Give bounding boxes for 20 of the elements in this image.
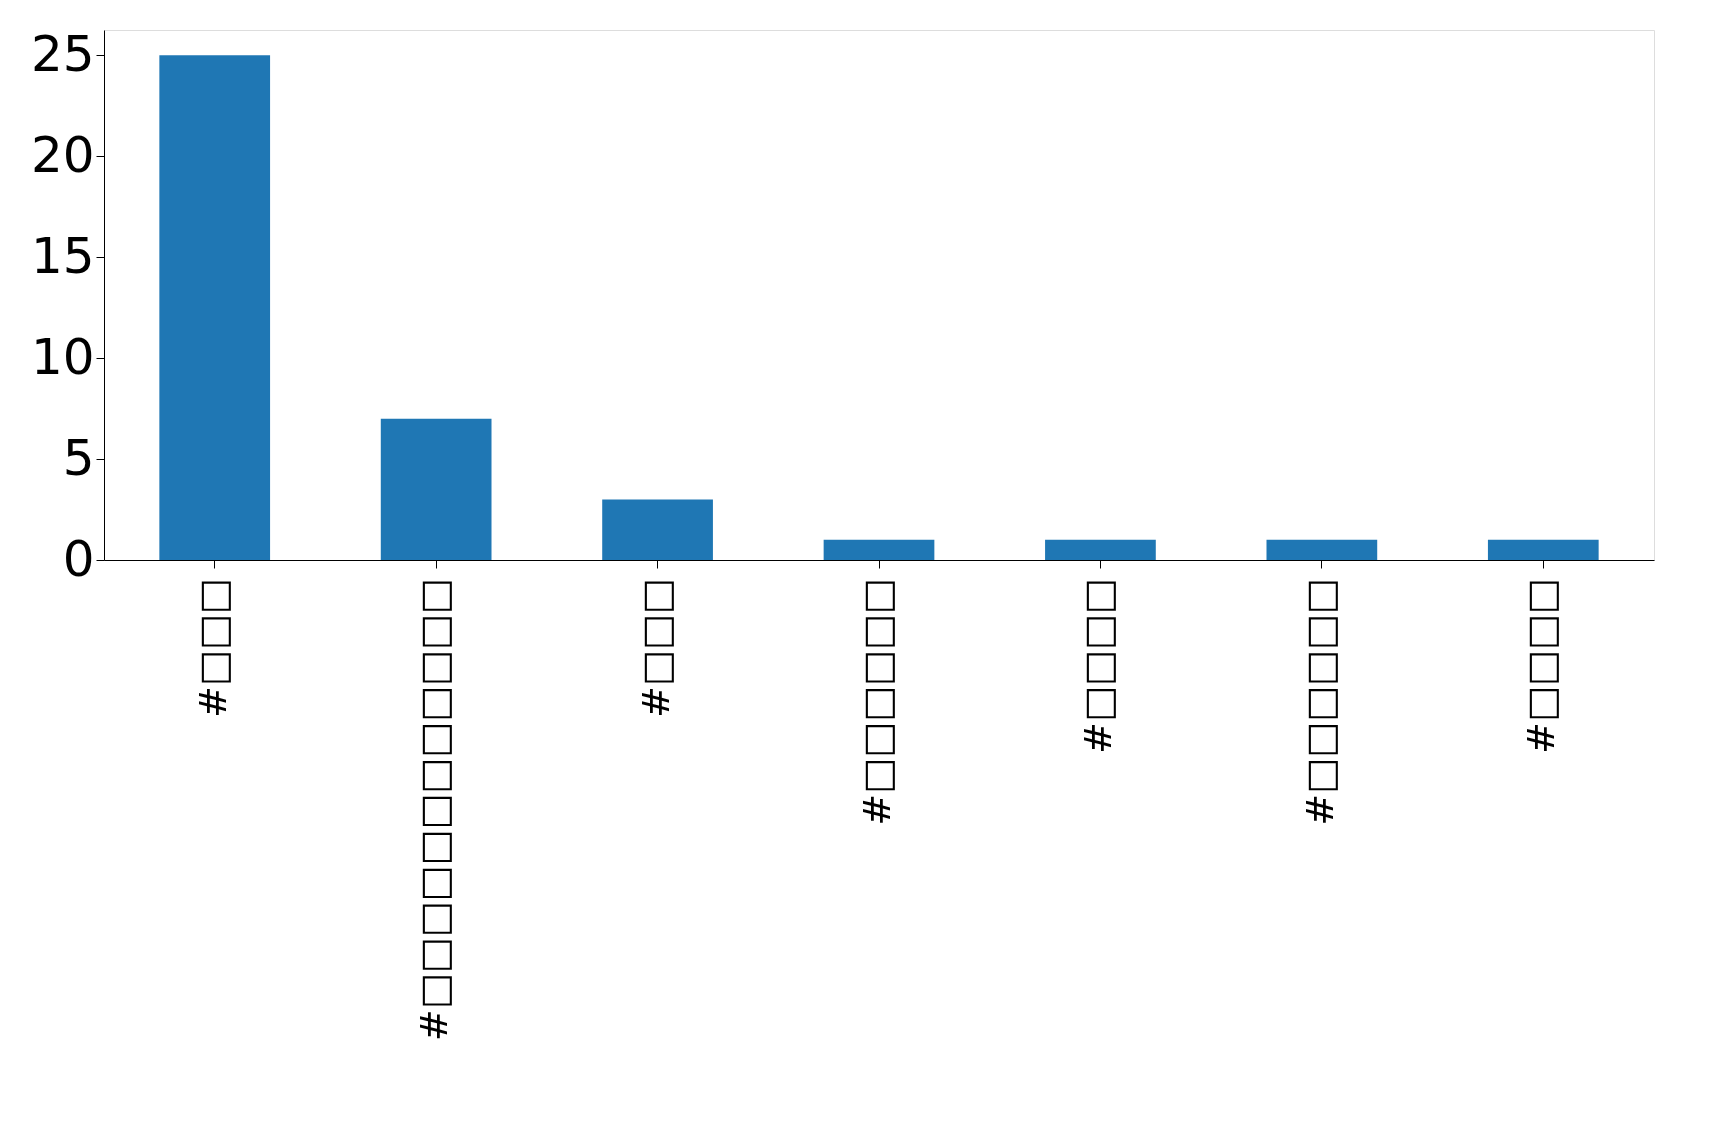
x-tick-label: #□□□□□□ [1297,578,1342,826]
x-tick-label: #□□□□□□□□□□□□ [412,578,457,1042]
y-tick-label: 15 [30,226,95,285]
y-tick-label: 5 [62,428,95,487]
x-tick-label: #□□□ [633,578,678,719]
bar [823,539,935,560]
x-tick-label: #□□□□□□ [855,578,899,826]
y-tick-label: 0 [62,529,95,588]
bar [1266,539,1378,560]
y-tick-label: 10 [30,327,95,386]
y-tick-label: 25 [30,24,95,83]
y-tick-label: 20 [30,125,95,184]
x-tick-label: #□□□ [190,578,235,719]
bar [1487,539,1599,560]
bar [380,418,492,560]
bar [159,55,271,560]
x-tick-label: #□□□□ [1519,578,1564,754]
x-tick-label: #□□□□ [1076,578,1121,754]
bar [602,499,713,560]
bar [1045,539,1156,560]
